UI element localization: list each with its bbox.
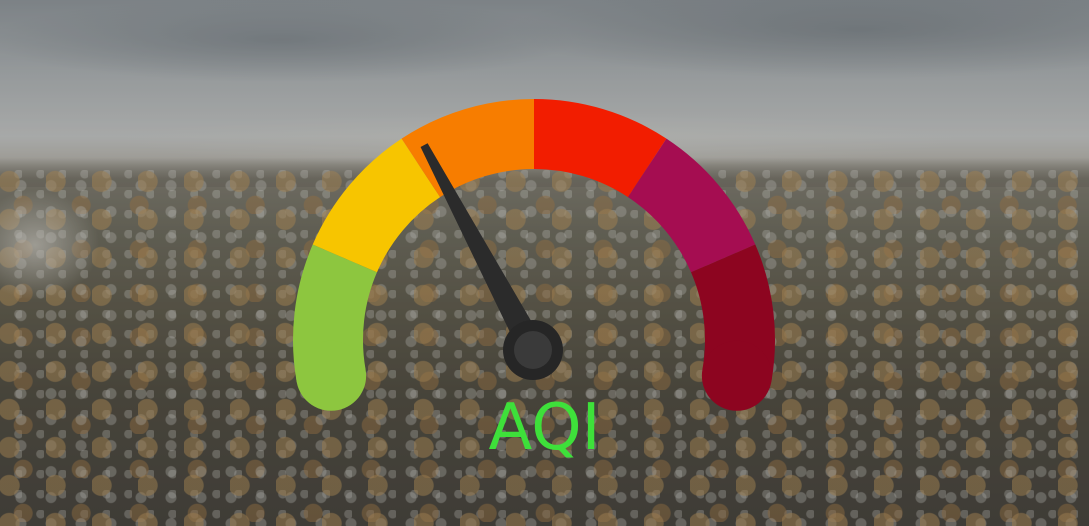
steam-plume: [0, 190, 100, 300]
gauge-needle: [420, 143, 563, 380]
gauge-end-cap: [701, 340, 772, 411]
gauge-segment-4: [534, 99, 667, 198]
needle-hub-center: [514, 331, 552, 369]
gauge-start-cap: [296, 340, 367, 411]
gauge-segment-5: [627, 138, 756, 273]
aqi-label: AQI: [488, 391, 601, 465]
needle-pointer: [420, 143, 545, 357]
gauge-segment-2: [312, 138, 441, 273]
